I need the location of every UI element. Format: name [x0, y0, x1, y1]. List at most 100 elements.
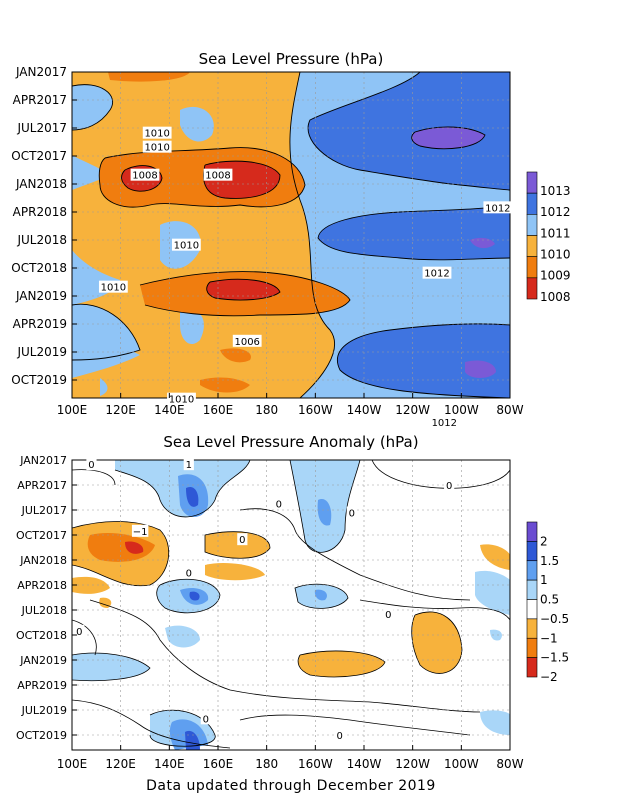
bottom-plot-frame: [71, 459, 511, 751]
bottom-contour-label-bg: [183, 458, 194, 471]
bottom-x-tick-label: 100E: [57, 757, 88, 771]
bottom-x-tick-label: 80W: [496, 757, 523, 771]
top-contour-label: 1006: [234, 337, 259, 348]
top-contour-label: 1012: [424, 269, 449, 280]
top-contour-label-bg: [422, 266, 452, 279]
bottom-y-tick-label: JUL2017: [21, 504, 67, 517]
top-legend-swatch: [526, 256, 538, 279]
bottom-y-tick-label: JAN2017: [19, 454, 67, 467]
bottom-legend-swatch: [526, 541, 538, 562]
top-y-axis: JAN2017 APR2017 JUL2017 OCT2017 JAN2018 APR20…: [11, 65, 77, 387]
bottom-legend-swatch: [526, 560, 538, 581]
top-contour-labels: 1010 1010 1008 1008 1012 1010 1012 1010 1006 1010…: [98, 126, 513, 429]
bottom-x-tick-label: 160W: [298, 757, 333, 771]
top-y-tick-label: OCT2019: [11, 373, 67, 387]
bottom-legend-label: −2: [540, 670, 558, 684]
bottom-contour-label: 0: [88, 460, 94, 471]
top-x-tick-label: 100W: [444, 403, 479, 417]
bottom-y-tick-label: APR2018: [17, 579, 67, 592]
top-heatmap-field: [72, 72, 510, 398]
bottom-y-tick-label: APR2019: [17, 679, 67, 692]
top-contour-label: 1008: [205, 171, 230, 182]
bottom-x-tick-label: 140W: [347, 757, 382, 771]
top-x-tick-label: 100E: [57, 403, 88, 417]
bottom-contour-label: 0: [276, 499, 282, 510]
bottom-contour-label-bg: [334, 729, 345, 741]
bottom-legend: 2 1.5 1 0.5 −0.5 −1 −1.5 −2: [526, 521, 569, 684]
top-legend-label: 1013: [540, 184, 571, 198]
bottom-y-tick-label: JAN2018: [19, 554, 67, 567]
top-chart-title: Sea Level Pressure (hPa): [199, 50, 384, 68]
bottom-contour-label-bg: [444, 479, 455, 491]
bottom-contour-label: 0: [349, 509, 355, 520]
top-x-tick-label: 180: [255, 403, 278, 417]
bottom-heatmap-field: [72, 460, 510, 750]
bottom-legend-swatch: [526, 637, 538, 658]
top-contour-label: 1010: [101, 283, 126, 294]
bottom-x-tick-label: 120W: [395, 757, 430, 771]
top-contour-label-bg: [142, 140, 172, 153]
bottom-contour-label: 0: [336, 731, 342, 742]
bottom-legend-swatch: [526, 579, 538, 600]
bottom-legend-label: 1.5: [540, 554, 559, 568]
bottom-y-tick-label: OCT2018: [16, 629, 67, 642]
bottom-contour-label-bg: [346, 506, 357, 519]
top-contour-label-bg: [429, 416, 459, 428]
top-contour-label: 1010: [169, 395, 194, 406]
bottom-contour-label: 0: [203, 714, 209, 725]
bottom-y-tick-label: JUL2019: [21, 704, 67, 717]
bottom-contour-label-bg: [74, 624, 85, 637]
top-legend: 1013 1012 1011 1010 1009 1008: [526, 171, 571, 304]
bottom-legend-label: 0.5: [540, 593, 559, 607]
top-plot-frame: [71, 71, 511, 399]
footer-note: Data updated through December 2019: [146, 778, 436, 794]
top-gridlines: [72, 72, 510, 398]
top-contour-label-bg: [142, 126, 172, 139]
bottom-x-tick-label: 140E: [154, 757, 185, 771]
top-x-tick-label: 140E: [154, 403, 185, 417]
bottom-x-tick-label: 180: [255, 757, 278, 771]
bottom-contour-label-bg: [183, 566, 194, 579]
bottom-y-axis: JAN2017 APR2017 JUL2017 OCT2017 JAN2018 APR20…: [16, 454, 77, 742]
top-y-tick-label: JAN2019: [15, 289, 67, 303]
top-contour-label-bg: [130, 168, 160, 181]
bottom-y-tick-label: JUL2018: [21, 604, 67, 617]
top-contour-label: 1010: [144, 129, 169, 140]
bottom-contour-label: 0: [385, 610, 391, 621]
bottom-legend-swatch: [526, 618, 538, 639]
top-x-axis: 100E 120E 140E 160E 180 160W 140W 120W 100W 80W: [57, 393, 524, 417]
bottom-contour-label: 0: [76, 627, 82, 638]
top-x-tick-label: 140W: [347, 403, 382, 417]
bottom-legend-label: −1.5: [540, 651, 569, 665]
top-contour-label: 1012: [485, 203, 510, 214]
top-y-tick-label: OCT2018: [11, 261, 67, 275]
top-y-tick-label: JUL2018: [16, 233, 67, 247]
top-x-tick-label: 80W: [496, 403, 523, 417]
top-y-tick-label: JUL2019: [16, 345, 67, 359]
bottom-chart-title: Sea Level Pressure Anomaly (hPa): [163, 433, 418, 451]
bottom-x-tick-label: 100W: [444, 757, 479, 771]
bottom-y-tick-label: OCT2017: [16, 529, 67, 542]
bottom-contour-label-bg: [86, 458, 97, 471]
bottom-contour-label-bg: [383, 608, 394, 621]
top-y-tick-label: APR2018: [13, 205, 67, 219]
bottom-contour-label: 0: [186, 569, 192, 580]
bottom-contour-label-bg: [237, 533, 248, 546]
top-y-tick-label: APR2019: [13, 317, 67, 331]
top-y-tick-label: OCT2017: [11, 149, 67, 163]
bottom-contour-label: −1: [133, 527, 148, 538]
bottom-contour-label: 1: [186, 460, 192, 471]
bottom-legend-swatch: [526, 521, 538, 542]
bottom-x-tick-label: 120E: [105, 757, 136, 771]
top-contour-label-bg: [171, 238, 201, 251]
bottom-contour-label-bg: [273, 497, 284, 510]
top-legend-label: 1010: [540, 248, 571, 262]
top-contour-label-bg: [98, 280, 128, 293]
bottom-y-tick-label: JAN2019: [19, 654, 67, 667]
bottom-contour-label: 0: [239, 535, 245, 546]
top-x-tick-label: 160W: [298, 403, 333, 417]
top-y-tick-label: APR2017: [13, 93, 67, 107]
top-x-tick-label: 120E: [105, 403, 136, 417]
top-legend-swatch: [526, 214, 538, 236]
